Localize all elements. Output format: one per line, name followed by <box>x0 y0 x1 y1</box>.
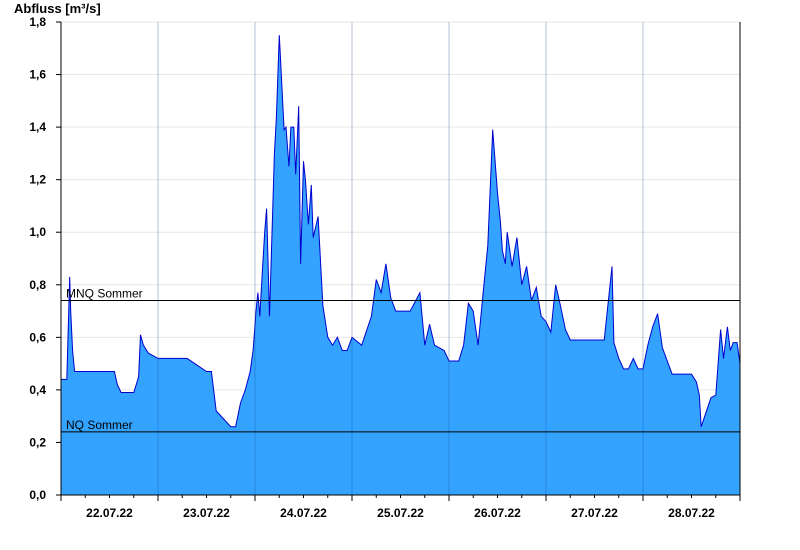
y-axis-label: Abfluss [m³/s] <box>14 1 101 16</box>
discharge-fill <box>61 35 740 495</box>
x-tick-label: 23.07.22 <box>183 506 230 520</box>
reference-label: MNQ Sommer <box>66 287 143 301</box>
y-axis-ticks: 0,0 0,2 0,4 0,6 0,8 1,0 1,2 1,4 1,6 1,8 <box>29 15 61 502</box>
y-tick-label: 1,0 <box>29 225 46 239</box>
y-tick-label: 1,2 <box>29 173 46 187</box>
reference-lines: MNQ Sommer NQ Sommer <box>61 287 740 433</box>
x-axis-ticks: 22.07.22 23.07.22 24.07.22 25.07.22 26.07.22… <box>60 495 741 520</box>
x-tick-label: 26.07.22 <box>474 506 521 520</box>
y-tick-label: 0,4 <box>29 383 46 397</box>
y-tick-label: 0,8 <box>29 278 46 292</box>
x-tick-label: 28.07.22 <box>668 506 715 520</box>
x-tick-label: 27.07.22 <box>571 506 618 520</box>
day-separator-lines <box>157 22 644 495</box>
x-tick-label: 24.07.22 <box>280 506 327 520</box>
y-tick-label: 1,4 <box>29 120 46 134</box>
x-tick-label: 22.07.22 <box>86 506 133 520</box>
reference-label: NQ Sommer <box>66 418 133 432</box>
y-tick-label: 0,0 <box>29 488 46 502</box>
discharge-area <box>61 35 741 495</box>
y-tick-label: 0,6 <box>29 330 46 344</box>
discharge-line <box>61 35 741 428</box>
y-tick-label: 0,2 <box>29 435 46 449</box>
y-tick-label: 1,8 <box>29 15 46 29</box>
x-tick-label: 25.07.22 <box>377 506 424 520</box>
y-tick-label: 1,6 <box>29 68 46 82</box>
